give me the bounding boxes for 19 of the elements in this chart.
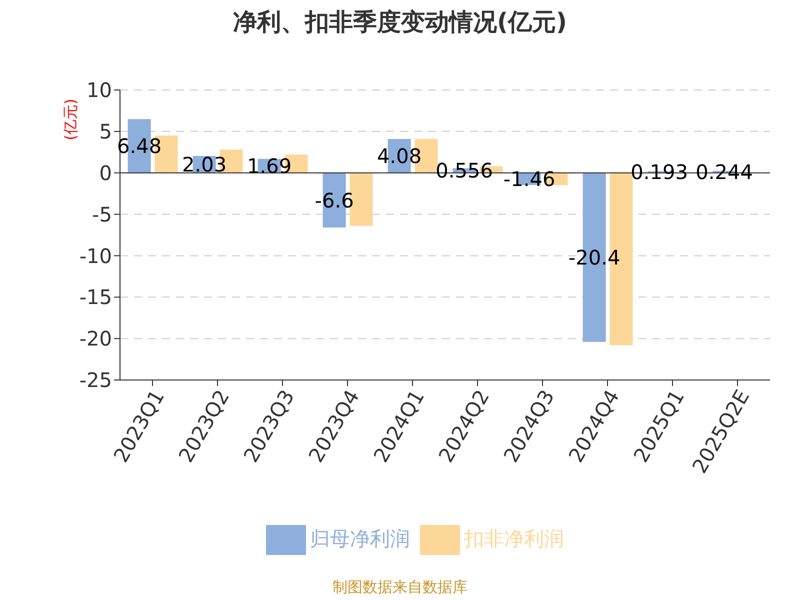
y-tick-label: -10 bbox=[79, 244, 112, 268]
y-tick-label: 0 bbox=[99, 160, 112, 185]
data-label: -6.6 bbox=[314, 188, 354, 212]
data-label: 1.69 bbox=[247, 154, 292, 178]
legend-label: 归母净利润 bbox=[310, 526, 410, 550]
y-tick-label: 10 bbox=[86, 78, 112, 102]
y-tick-label: -5 bbox=[92, 202, 112, 226]
data-label: 4.08 bbox=[377, 144, 422, 168]
y-tick-label: -20 bbox=[79, 326, 112, 351]
data-label: -1.46 bbox=[503, 167, 556, 192]
legend-label: 扣非净利润 bbox=[464, 526, 564, 550]
y-tick-label: -25 bbox=[79, 368, 112, 392]
data-label: 2.03 bbox=[182, 152, 227, 177]
text: 制图数据来自数据库 bbox=[332, 578, 468, 597]
y-tick-label: -15 bbox=[79, 285, 112, 310]
chart-title: 净利、扣非季度变动情况(亿元) bbox=[232, 7, 568, 38]
y-tick-label: 5 bbox=[99, 120, 112, 144]
data-label: -20.4 bbox=[568, 245, 620, 270]
y-axis-title: (亿元) bbox=[62, 98, 80, 140]
